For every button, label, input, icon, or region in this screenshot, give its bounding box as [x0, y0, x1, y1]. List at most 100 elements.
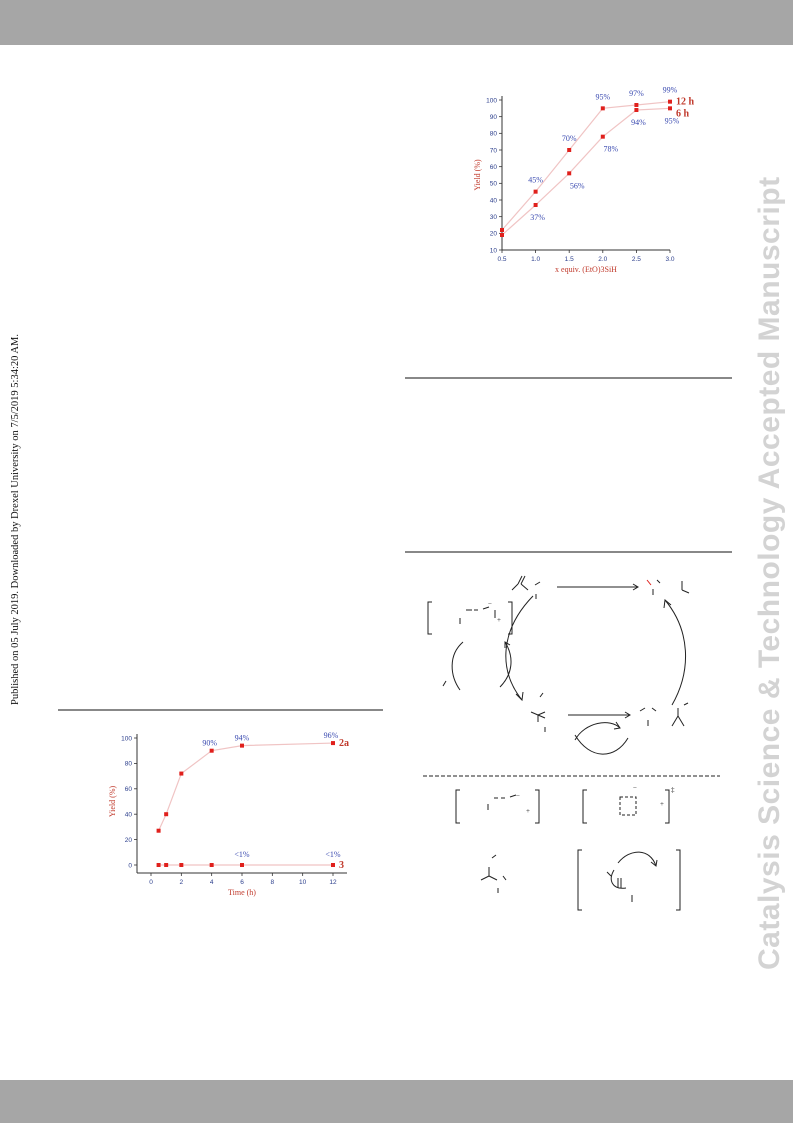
x-tick-label: 2: [180, 879, 184, 886]
charge-symbol: −: [488, 600, 492, 608]
transfer-arrow: [568, 711, 631, 755]
charge-symbol: +: [497, 616, 501, 624]
x-tick-label: 2.0: [598, 256, 607, 263]
series-label: 3: [339, 860, 344, 871]
data-point: [668, 106, 672, 111]
catalytic-cycle-arrows: [442, 595, 687, 706]
bracket-intermediate-a: [455, 789, 540, 824]
header-bar: [0, 0, 793, 45]
x-tick-label: 4: [210, 879, 214, 886]
data-label: 99%: [663, 86, 678, 95]
transition-state-bracket: [582, 789, 670, 824]
catalyst-bracket: [427, 601, 513, 635]
series-label: 6 h: [676, 108, 690, 119]
charge-symbol: +: [526, 807, 530, 815]
x-tick-label: 0.5: [497, 256, 506, 263]
data-point: [500, 233, 504, 237]
x-tick-label: 0: [149, 879, 153, 886]
substrate-structure: [511, 575, 541, 599]
y-tick-label: 40: [490, 197, 498, 204]
x-tick-label: 12: [329, 879, 337, 886]
x-tick-label: 1.5: [565, 256, 574, 263]
series-line: [501, 101, 671, 231]
footer-bar: [0, 1080, 793, 1123]
data-point: [156, 828, 161, 833]
data-point: [209, 863, 214, 867]
data-label: 95%: [595, 92, 610, 101]
silane-structure: [639, 702, 689, 727]
section-rule: [405, 377, 732, 379]
data-point: [164, 812, 169, 817]
charge-symbol: ‡: [671, 786, 675, 794]
series-label: 2a: [339, 738, 349, 749]
charge-symbol: −: [633, 784, 637, 792]
data-point: [331, 863, 335, 867]
data-point: [533, 203, 538, 207]
reaction-arrow: [557, 583, 639, 591]
product-structure: [646, 579, 690, 595]
x-tick-label: 3.0: [665, 256, 674, 263]
data-label: <1%: [234, 850, 250, 859]
x-tick-label: 8: [271, 879, 275, 886]
y-tick-label: 10: [490, 247, 498, 254]
y-tick-label: 30: [490, 214, 498, 221]
x-tick-label: 1.0: [531, 256, 540, 263]
y-tick-label: 40: [125, 812, 133, 819]
data-label: 70%: [562, 134, 577, 143]
series-line: [501, 107, 671, 236]
data-point: [240, 743, 244, 748]
y-tick-label: 0: [128, 862, 132, 869]
data-label: 97%: [629, 89, 644, 98]
x-tick-label: 2.5: [632, 256, 641, 263]
data-point: [164, 863, 169, 867]
y-tick-label: 50: [490, 181, 498, 188]
data-label: 56%: [570, 181, 585, 190]
data-label: 94%: [631, 118, 646, 127]
data-point: [567, 171, 572, 176]
intermediate-structure: [530, 692, 546, 732]
y-tick-label: 100: [486, 97, 497, 104]
data-point: [209, 748, 214, 753]
data-label: 94%: [235, 734, 250, 743]
y-tick-label: 90: [490, 114, 498, 121]
data-point: [533, 189, 538, 194]
data-label: 90%: [202, 739, 217, 748]
data-label: <1%: [325, 850, 341, 859]
data-label: 37%: [530, 213, 545, 222]
data-point: [567, 148, 572, 152]
data-point: [156, 863, 161, 867]
data-label: 45%: [528, 176, 543, 185]
y-axis-label: Yield (%): [473, 159, 482, 191]
y-tick-label: 60: [125, 786, 133, 793]
charge-symbol: +: [660, 800, 664, 808]
y-tick-label: 20: [125, 837, 133, 844]
y-tick-label: 60: [490, 164, 498, 171]
data-point: [600, 134, 605, 139]
charge-symbol: −: [516, 792, 520, 800]
x-tick-label: 10: [299, 879, 307, 886]
series-label: 12 h: [676, 97, 695, 108]
x-axis-label: x equiv. (EtO)3SiH: [555, 265, 617, 274]
data-label: 96%: [324, 731, 339, 740]
y-axis-label: Yield (%): [108, 786, 117, 818]
data-point: [179, 771, 184, 776]
section-rule: [58, 709, 383, 711]
data-point: [668, 99, 672, 104]
data-point: [179, 863, 184, 867]
section-rule: [405, 551, 732, 553]
product-structure-b: [480, 854, 507, 893]
data-point: [634, 108, 639, 112]
data-point: [634, 103, 639, 107]
data-label: 95%: [665, 116, 680, 125]
x-axis-label: Time (h): [228, 888, 256, 897]
y-tick-label: 70: [490, 147, 498, 154]
y-tick-label: 80: [125, 761, 133, 768]
y-tick-label: 20: [490, 231, 498, 238]
x-tick-label: 6: [240, 879, 244, 886]
data-point: [240, 863, 244, 867]
data-label: 78%: [603, 145, 618, 154]
